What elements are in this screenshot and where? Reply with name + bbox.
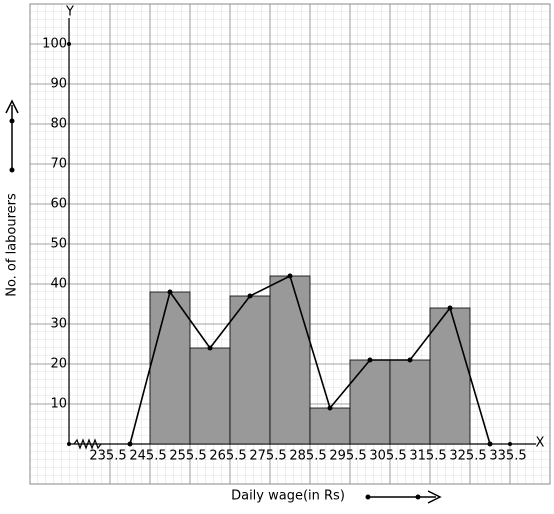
polygon-point xyxy=(327,405,333,411)
bar xyxy=(229,295,271,445)
arrow-decor xyxy=(5,99,442,504)
x-tick-label: 235.5 xyxy=(89,449,126,464)
polygon-point xyxy=(367,357,373,363)
bar xyxy=(309,407,351,445)
bar xyxy=(149,291,191,445)
x-tick-label: 245.5 xyxy=(129,449,166,464)
polygon-point xyxy=(247,293,253,299)
x-tick-label: 275.5 xyxy=(249,449,286,464)
bar xyxy=(269,275,311,445)
bar xyxy=(189,347,231,445)
y-tick-label: 10 xyxy=(50,397,67,412)
y-tick-label: 30 xyxy=(50,317,67,332)
frequency-polygon xyxy=(129,274,491,445)
axis-dot xyxy=(67,42,71,46)
axis-dot xyxy=(508,442,512,446)
y-tick-label: 60 xyxy=(50,197,67,212)
y-tick-label: 40 xyxy=(50,277,67,292)
x-axis-letter: X xyxy=(536,436,545,451)
polygon-point xyxy=(167,289,173,295)
y-tick-label: 70 xyxy=(50,157,67,172)
polygon-point xyxy=(407,357,413,363)
x-tick-label: 315.5 xyxy=(409,449,446,464)
polygon-point xyxy=(287,273,293,279)
y-axis-title: No. of labourers xyxy=(5,193,20,297)
polygon-point xyxy=(487,441,493,447)
x-tick-label: 265.5 xyxy=(209,449,246,464)
axis-break xyxy=(73,438,102,450)
x-tick-label: 295.5 xyxy=(329,449,366,464)
plot-area: 10 20 30 40 50 60 70 80 90 100 235.5 245.5 255.5 265.… xyxy=(30,4,550,484)
y-tick-label: 20 xyxy=(50,357,67,372)
x-axis-title: Daily wage(in Rs) xyxy=(231,489,345,504)
bar xyxy=(389,359,431,445)
x-tick-label: 325.5 xyxy=(449,449,486,464)
bar xyxy=(349,359,391,445)
y-tick-label: 80 xyxy=(50,117,67,132)
x-tick-label: 335.5 xyxy=(489,449,526,464)
x-tick-label: 285.5 xyxy=(289,449,326,464)
axis-dot xyxy=(67,442,71,446)
y-tick-label: 100 xyxy=(42,37,67,52)
polygon-point xyxy=(447,305,453,311)
y-axis-letter: Y xyxy=(65,5,74,20)
y-tick-label: 90 xyxy=(50,77,67,92)
polygon-point xyxy=(127,441,133,447)
polygon-point xyxy=(207,345,213,351)
y-tick-label: 50 xyxy=(50,237,67,252)
bar xyxy=(429,307,471,445)
x-tick-label: 255.5 xyxy=(169,449,206,464)
x-tick-label: 305.5 xyxy=(369,449,406,464)
